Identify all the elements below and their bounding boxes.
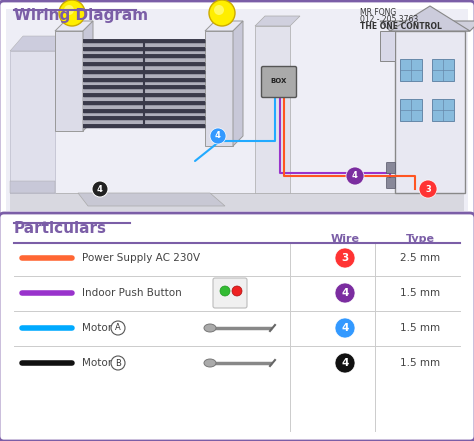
Text: Wiring Diagram: Wiring Diagram	[14, 8, 148, 23]
Circle shape	[64, 5, 74, 15]
Circle shape	[335, 318, 355, 338]
Circle shape	[210, 128, 226, 144]
Text: 4: 4	[215, 131, 221, 141]
FancyBboxPatch shape	[400, 59, 422, 81]
Polygon shape	[78, 193, 225, 206]
FancyBboxPatch shape	[432, 99, 454, 121]
Polygon shape	[10, 51, 55, 193]
FancyBboxPatch shape	[386, 177, 395, 188]
FancyBboxPatch shape	[386, 162, 395, 173]
Circle shape	[346, 167, 364, 185]
Text: 3: 3	[425, 184, 431, 194]
Text: Indoor Push Button: Indoor Push Button	[82, 288, 182, 298]
Circle shape	[335, 248, 355, 268]
FancyBboxPatch shape	[0, 1, 474, 218]
Circle shape	[111, 356, 125, 370]
Polygon shape	[395, 31, 465, 193]
Circle shape	[111, 321, 125, 335]
Text: 012 - 205 3763: 012 - 205 3763	[360, 15, 418, 24]
Circle shape	[209, 0, 235, 26]
Polygon shape	[255, 26, 290, 193]
FancyBboxPatch shape	[0, 213, 474, 441]
Text: A: A	[115, 324, 121, 333]
Text: 1.5 mm: 1.5 mm	[400, 288, 440, 298]
FancyBboxPatch shape	[262, 67, 297, 97]
Text: 4: 4	[352, 172, 358, 180]
Polygon shape	[10, 181, 55, 193]
Text: 4: 4	[341, 323, 349, 333]
Polygon shape	[83, 41, 205, 126]
Polygon shape	[10, 36, 68, 51]
Text: 1.5 mm: 1.5 mm	[400, 323, 440, 333]
Circle shape	[92, 181, 108, 197]
Text: 3: 3	[341, 253, 348, 263]
Text: 4: 4	[341, 288, 349, 298]
Circle shape	[220, 286, 230, 296]
Circle shape	[214, 5, 224, 15]
Polygon shape	[205, 31, 233, 146]
Text: THE ONE CONTROL: THE ONE CONTROL	[360, 22, 442, 31]
Polygon shape	[10, 193, 464, 211]
Text: B: B	[115, 359, 121, 367]
Text: 1.5 mm: 1.5 mm	[400, 358, 440, 368]
Text: Type: Type	[405, 234, 435, 244]
Text: Particulars: Particulars	[14, 221, 107, 236]
FancyBboxPatch shape	[6, 9, 468, 211]
Ellipse shape	[204, 324, 216, 332]
FancyBboxPatch shape	[213, 278, 247, 308]
Polygon shape	[233, 21, 243, 146]
Ellipse shape	[204, 359, 216, 367]
Circle shape	[335, 283, 355, 303]
Text: 4: 4	[97, 184, 103, 194]
Text: Power Supply AC 230V: Power Supply AC 230V	[82, 253, 200, 263]
Polygon shape	[55, 31, 83, 131]
Polygon shape	[380, 31, 395, 61]
Circle shape	[232, 286, 242, 296]
Polygon shape	[205, 21, 243, 31]
Polygon shape	[83, 21, 93, 131]
Polygon shape	[55, 21, 93, 31]
Polygon shape	[390, 6, 470, 31]
Text: 2.5 mm: 2.5 mm	[400, 253, 440, 263]
Text: MR FONG: MR FONG	[360, 8, 396, 17]
Text: BOX: BOX	[271, 78, 287, 84]
Circle shape	[59, 0, 85, 26]
Text: 4: 4	[341, 358, 349, 368]
Text: Motor: Motor	[82, 358, 112, 368]
FancyBboxPatch shape	[432, 59, 454, 81]
Text: Wire: Wire	[330, 234, 359, 244]
FancyBboxPatch shape	[400, 99, 422, 121]
Polygon shape	[255, 16, 300, 26]
Circle shape	[335, 353, 355, 373]
Polygon shape	[380, 21, 474, 31]
Text: Motor: Motor	[82, 323, 112, 333]
Circle shape	[419, 180, 437, 198]
